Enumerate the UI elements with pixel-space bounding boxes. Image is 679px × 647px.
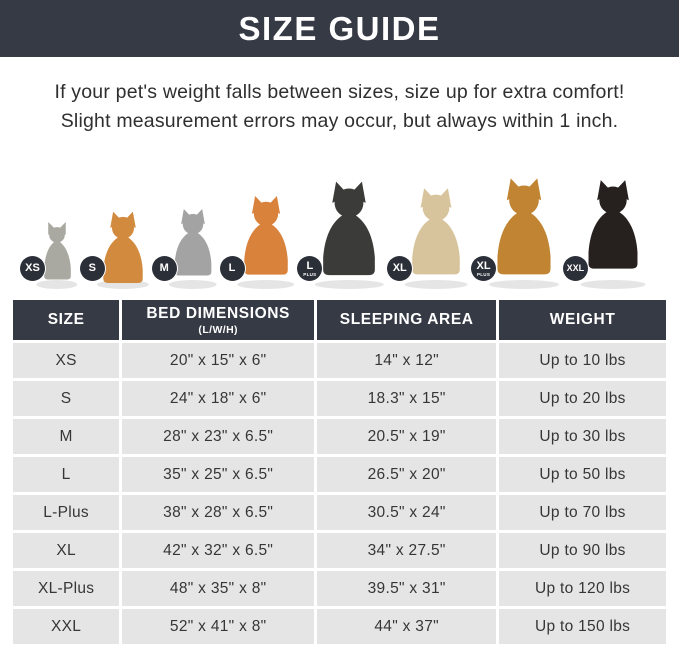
badge-label: L <box>306 259 314 272</box>
animal-border-collie: L PLUS <box>297 169 387 289</box>
badge-label: S <box>88 262 97 274</box>
cell-bed-dimensions: 24" x 18" x 6" <box>122 381 315 416</box>
shadow <box>315 280 384 289</box>
cell-bed-dimensions: 48" x 35" x 8" <box>122 571 315 606</box>
size-badge-xl: XL <box>387 256 413 281</box>
cell-size: S <box>13 381 120 416</box>
dog-illustration <box>485 165 563 287</box>
table-row-l: L 35" x 25" x 6.5" 26.5" x 20" Up to 50 … <box>13 457 666 492</box>
page-title: SIZE GUIDE <box>238 9 441 47</box>
header-bar: SIZE GUIDE <box>0 0 679 57</box>
shadow <box>36 280 78 289</box>
size-badge-xxl: XXL <box>562 256 588 281</box>
table-row-m: M 28" x 23" x 6.5" 20.5" x 19" Up to 30 … <box>13 419 666 454</box>
cell-size: XS <box>13 343 120 378</box>
cell-size: XL <box>13 533 120 568</box>
cell-sleeping-area: 26.5" x 20" <box>317 457 497 492</box>
badge-label: XL <box>476 259 491 272</box>
cell-sleeping-area: 14" x 12" <box>317 343 497 378</box>
cell-weight: Up to 20 lbs <box>499 381 666 416</box>
badge-label: XXL <box>566 263 585 273</box>
shadow <box>168 280 217 289</box>
cell-weight: Up to 30 lbs <box>499 419 666 454</box>
badge-label: L <box>228 262 236 274</box>
cell-bed-dimensions: 38" x 28" x 6.5" <box>122 495 315 530</box>
shadow <box>404 280 468 289</box>
cell-size: XXL <box>13 609 120 644</box>
cell-sleeping-area: 20.5" x 19" <box>317 419 497 454</box>
badge-label: M <box>159 262 169 274</box>
cell-weight: Up to 70 lbs <box>499 495 666 530</box>
cell-weight: Up to 10 lbs <box>499 343 666 378</box>
cell-weight: Up to 120 lbs <box>499 571 666 606</box>
cell-weight: Up to 90 lbs <box>499 533 666 568</box>
animal-shiba-inu: L <box>219 183 298 289</box>
col-header-sleeping-area: SLEEPING AREA <box>317 300 497 340</box>
cell-bed-dimensions: 35" x 25" x 6.5" <box>122 457 315 492</box>
cell-bed-dimensions: 20" x 15" x 6" <box>122 343 315 378</box>
size-badge-l-plus: L PLUS <box>297 256 323 281</box>
cell-sleeping-area: 34" x 27.5" <box>317 533 497 568</box>
size-table: SIZE BED DIMENSIONS (L/W/H) SLEEPING ARE… <box>10 297 669 647</box>
animal-golden-retriever: XL PLUS <box>471 165 563 289</box>
table-row-xxl: XXL 52" x 41" x 8" 44" x 37" Up to 150 l… <box>13 609 666 644</box>
size-badge-s: S <box>79 256 105 281</box>
size-table-header: SIZE BED DIMENSIONS (L/W/H) SLEEPING ARE… <box>13 300 666 340</box>
table-row-l-plus: L-Plus 38" x 28" x 6.5" 30.5" x 24" Up t… <box>13 495 666 530</box>
col-header-size: SIZE <box>13 300 120 340</box>
animal-doberman: XXL <box>562 161 649 289</box>
col-header-weight: WEIGHT <box>499 300 666 340</box>
size-badge-m: M <box>151 256 177 281</box>
cell-size: M <box>13 419 120 454</box>
pet-size-lineup: XS S M L L PLUS <box>0 136 679 291</box>
bed-dimensions-sub-label: (L/W/H) <box>198 323 238 336</box>
badge-label: XS <box>25 262 40 274</box>
cell-size: L <box>13 457 120 492</box>
table-row-xl-plus: XL-Plus 48" x 35" x 8" 39.5" x 31" Up to… <box>13 571 666 606</box>
cell-weight: Up to 150 lbs <box>499 609 666 644</box>
cell-size: XL-Plus <box>13 571 120 606</box>
cell-sleeping-area: 30.5" x 24" <box>317 495 497 530</box>
cell-sleeping-area: 39.5" x 31" <box>317 571 497 606</box>
animal-cat: XS <box>20 215 80 289</box>
cell-bed-dimensions: 28" x 23" x 6.5" <box>122 419 315 454</box>
cell-bed-dimensions: 52" x 41" x 8" <box>122 609 315 644</box>
cell-bed-dimensions: 42" x 32" x 6.5" <box>122 533 315 568</box>
badge-label: XL <box>392 262 407 274</box>
shadow <box>488 280 560 289</box>
size-badge-xl-plus: XL PLUS <box>471 256 497 281</box>
table-row-xl: XL 42" x 32" x 6.5" 34" x 27.5" Up to 90… <box>13 533 666 568</box>
cell-sleeping-area: 18.3" x 15" <box>317 381 497 416</box>
cell-sleeping-area: 44" x 37" <box>317 609 497 644</box>
shadow <box>580 280 646 289</box>
subtitle-line-1: If your pet's weight falls between sizes… <box>54 81 625 103</box>
shadow <box>96 280 149 289</box>
animal-french-bulldog: M <box>151 197 220 289</box>
shadow <box>236 280 295 289</box>
table-row-xs: XS 20" x 15" x 6" 14" x 12" Up to 10 lbs <box>13 343 666 378</box>
badge-sub-label: PLUS <box>303 271 317 277</box>
size-badge-xs: XS <box>20 256 45 281</box>
size-badge-l: L <box>219 256 245 281</box>
cell-size: L-Plus <box>13 495 120 530</box>
animal-pomeranian: S <box>79 207 152 289</box>
cell-weight: Up to 50 lbs <box>499 457 666 492</box>
dog-illustration <box>311 169 387 287</box>
subtitle-line-2: Slight measurement errors may occur, but… <box>60 110 619 132</box>
animal-labrador: XL <box>387 175 471 289</box>
col-header-bed-dimensions: BED DIMENSIONS (L/W/H) <box>122 300 315 340</box>
table-row-s: S 24" x 18" x 6" 18.3" x 15" Up to 20 lb… <box>13 381 666 416</box>
header-row: SIZE BED DIMENSIONS (L/W/H) SLEEPING ARE… <box>13 300 666 340</box>
size-table-body: XS 20" x 15" x 6" 14" x 12" Up to 10 lbs… <box>13 343 666 644</box>
badge-sub-label: PLUS <box>476 271 491 277</box>
bed-dimensions-label: BED DIMENSIONS <box>146 304 290 322</box>
subtitle: If your pet's weight falls between sizes… <box>0 57 679 136</box>
